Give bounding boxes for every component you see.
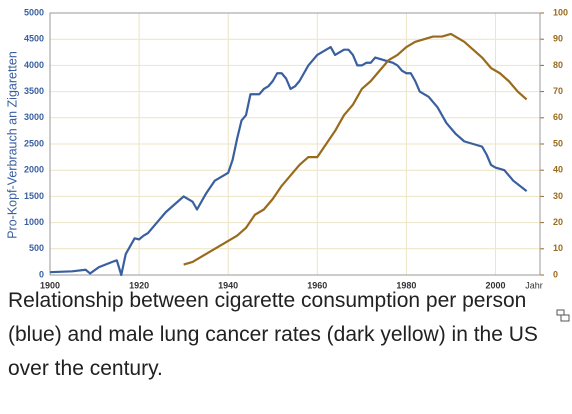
y2-tick-label: 80 <box>553 60 563 70</box>
caption: Relationship between cigarette consumpti… <box>8 289 538 380</box>
y2-tick-label: 20 <box>553 217 563 227</box>
x-tick-label: 1980 <box>396 280 416 290</box>
y2-tick-label: 0 <box>553 269 558 279</box>
y2-tick-label: 70 <box>553 86 563 96</box>
y-tick-label: 3000 <box>24 112 44 122</box>
x-axis-label: Jahr <box>525 280 543 290</box>
x-tick-label: 1960 <box>307 280 327 290</box>
y2-tick-label: 60 <box>553 112 563 122</box>
enlarge-icon[interactable] <box>556 309 570 323</box>
x-tick-label: 2000 <box>485 280 505 290</box>
y-tick-label: 3500 <box>24 86 44 96</box>
plot-frame <box>49 12 541 276</box>
y-axis-label: Pro-Kopf-Verbrauch an Zigaretten <box>5 51 19 239</box>
y-tick-label: 4500 <box>24 34 44 44</box>
x-tick-label: 1940 <box>218 280 238 290</box>
y2-tick-label: 90 <box>553 34 563 44</box>
y-tick-label: 1500 <box>24 191 44 201</box>
x-tick-label: 1920 <box>129 280 149 290</box>
data-line <box>49 45 528 277</box>
y2-tick-label: 10 <box>553 243 563 253</box>
chart: Pro-Kopf-Verbrauch an Zigaretten Jahr 0 5… <box>5 7 568 290</box>
y-tick-label: 2500 <box>24 138 44 148</box>
data-line <box>183 32 528 266</box>
y-tick-label: 2000 <box>24 165 44 175</box>
y-tick-label: 5000 <box>24 7 44 17</box>
y2-tick-label: 100 <box>553 7 568 17</box>
x-tick-label: 1900 <box>40 280 60 290</box>
y-tick-label: 1000 <box>24 217 44 227</box>
y-tick-label: 500 <box>29 243 44 253</box>
y2-tick-label: 30 <box>553 191 563 201</box>
y2-tick-label: 40 <box>553 165 563 175</box>
y-tick-label: 4000 <box>24 60 44 70</box>
y2-tick-label: 50 <box>553 138 563 148</box>
y-tick-label: 0 <box>39 269 44 279</box>
